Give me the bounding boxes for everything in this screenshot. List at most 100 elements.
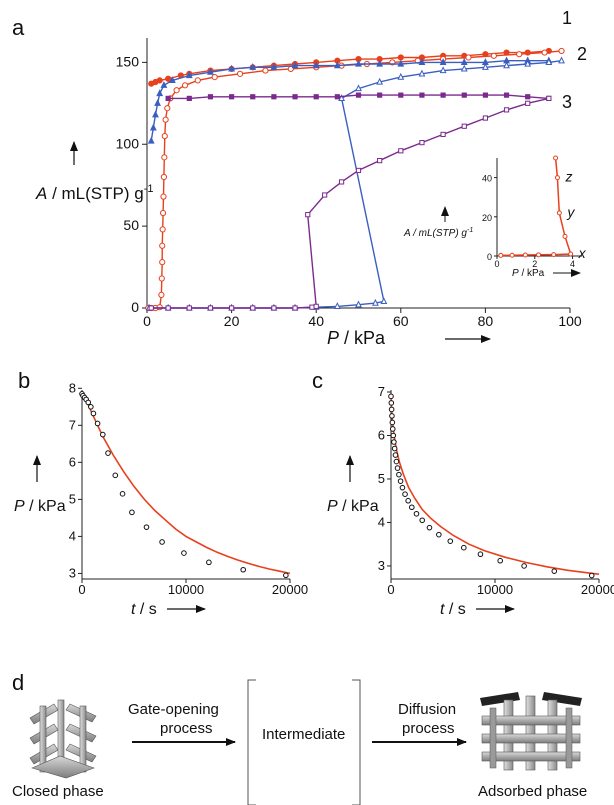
chart-b-series [79, 391, 291, 579]
data-point-data [419, 517, 426, 524]
data-point-purple_des [419, 140, 425, 146]
data-point-data [390, 432, 397, 439]
data-point-red_des [211, 74, 218, 81]
data-point-purple_des [313, 303, 319, 309]
data-point-data [105, 450, 111, 456]
data-point-data [436, 531, 442, 538]
inset-point-label: z [564, 169, 572, 185]
data-point-purple_ads [377, 92, 383, 98]
series-line-red_des [148, 50, 562, 309]
data-point-blue_ads [160, 81, 168, 88]
y-tick-label: 4 [69, 528, 76, 543]
data-point-blue_ads [418, 58, 426, 65]
data-point-purple_des [309, 304, 315, 310]
arrow2-label-line2: process [402, 720, 455, 737]
data-point-red_des [194, 77, 201, 84]
data-point-blue_ads [152, 110, 159, 118]
data-point-red_des [465, 54, 472, 61]
closed-phase-illustration [29, 699, 97, 779]
chart-b-ticks: 0 10000 20000 3 4 5 6 7 8 [69, 380, 308, 597]
y-tick-label: 20 [482, 213, 492, 223]
panel-label-a: a [12, 15, 25, 40]
data-point-purple_des [355, 167, 362, 174]
data-point-red_des [173, 87, 180, 94]
data-point-blue_des [376, 77, 384, 85]
data-point-blue_des [439, 66, 447, 74]
x-tick-label: 100 [558, 313, 582, 329]
data-point-data [119, 491, 126, 497]
data-point-data [426, 524, 433, 531]
data-point-inset [551, 252, 557, 258]
data-point-purple_des [338, 179, 345, 185]
data-point-blue_des [460, 64, 468, 72]
data-point-red_des [558, 47, 565, 55]
data-point-purple_ads [186, 95, 192, 102]
data-point-red_des [516, 51, 523, 58]
data-point-blue_des [397, 72, 405, 80]
data-point-purple_des [250, 305, 256, 311]
data-point-data [521, 563, 527, 569]
chart-a-series [145, 47, 565, 312]
y-tick-label: 0 [487, 252, 492, 262]
data-point-purple_ads [525, 94, 531, 100]
data-point-blue_ads [397, 59, 405, 67]
data-point-data [392, 452, 399, 458]
x-tick-label: 0 [387, 582, 394, 597]
data-point-data [447, 538, 454, 544]
data-point-inset [554, 175, 560, 181]
data-point-blue_des [333, 302, 341, 309]
y-tick-label: 50 [123, 217, 139, 233]
arrow1-label-line2: process [160, 720, 213, 737]
data-point-red_ads [397, 54, 404, 61]
chart-c-series [388, 393, 600, 579]
x-tick-label: 40 [308, 313, 324, 329]
data-point-blue_ads [168, 76, 176, 83]
y-tick-label: 6 [378, 427, 385, 442]
data-point-inset [562, 233, 568, 239]
data-point-data [388, 406, 395, 413]
ylabel-b: P / kPa [14, 498, 66, 515]
data-point-purple_des [148, 305, 154, 311]
chart-b: 0 10000 20000 3 4 5 6 7 8 P / kPa t / s [14, 380, 308, 618]
data-point-blue_ads [249, 63, 257, 70]
y-tick-label: 7 [69, 417, 76, 432]
data-point-blue_ads [355, 59, 362, 67]
chart-c-axes [390, 390, 599, 580]
data-point-purple_ads [165, 95, 171, 102]
data-point-blue_ads [270, 63, 278, 70]
arrow1-label-line1: Gate-opening [128, 701, 219, 718]
y-tick-label: 150 [116, 53, 140, 69]
x-tick-label: 10000 [477, 582, 513, 597]
data-point-red_des [162, 116, 169, 123]
data-point-red_des [160, 193, 167, 200]
x-tick-label: 20000 [581, 582, 614, 597]
data-point-data [393, 458, 400, 465]
data-point-data [409, 504, 415, 511]
data-point-purple_ads [334, 94, 340, 100]
data-point-blue_des [372, 298, 379, 306]
data-point-inset [553, 155, 559, 161]
data-point-data [402, 491, 408, 497]
y-tick-label: 0 [131, 299, 139, 315]
panel-label-d: d [12, 670, 24, 695]
xlabel-a: P / kPa [327, 328, 386, 348]
data-point-purple_ads [207, 94, 214, 100]
data-point-purple_ads [313, 94, 319, 100]
data-point-inset [498, 252, 504, 258]
curve-label-1: 1 [562, 8, 572, 28]
ylabel-c: P / kPa [327, 498, 379, 515]
data-point-purple_des [271, 305, 277, 311]
data-point-purple_ads [398, 92, 404, 98]
data-point-data [394, 465, 401, 471]
data-point-data [85, 399, 92, 406]
data-point-red_des [159, 226, 166, 233]
data-point-red_des [158, 275, 165, 282]
data-point-red_des [158, 291, 165, 298]
x-tick-label: 0 [143, 313, 151, 329]
data-point-inset [522, 252, 528, 258]
data-point-data [388, 393, 394, 400]
data-point-red_ads [165, 75, 172, 82]
data-point-purple_des [292, 305, 298, 311]
data-point-data [477, 551, 484, 558]
